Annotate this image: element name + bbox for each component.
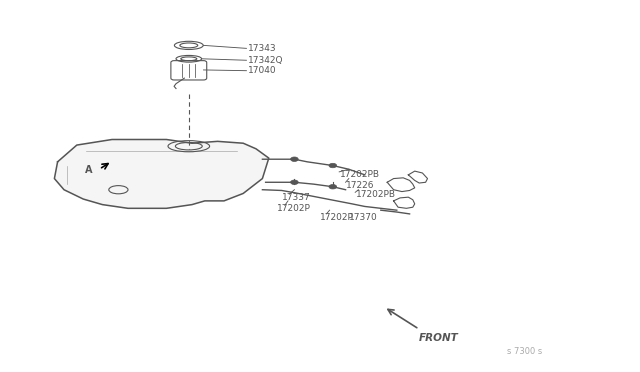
Text: 17342Q: 17342Q [248,56,284,65]
Text: 17226: 17226 [346,181,375,190]
Text: 17343: 17343 [248,44,277,53]
Text: 17202P: 17202P [276,204,310,213]
Circle shape [291,157,298,161]
Circle shape [329,163,337,168]
Text: 17337: 17337 [282,193,310,202]
Text: A: A [85,165,93,175]
Text: 17040: 17040 [248,66,277,75]
Text: s 7300 s: s 7300 s [507,347,543,356]
Text: 17202PB: 17202PB [340,170,380,179]
Text: 17202PB: 17202PB [356,190,396,199]
Circle shape [291,180,298,185]
Polygon shape [54,140,269,208]
Circle shape [329,185,337,189]
Text: 17370: 17370 [349,213,378,222]
Text: FRONT: FRONT [419,333,459,343]
Text: 17202P: 17202P [320,213,354,222]
